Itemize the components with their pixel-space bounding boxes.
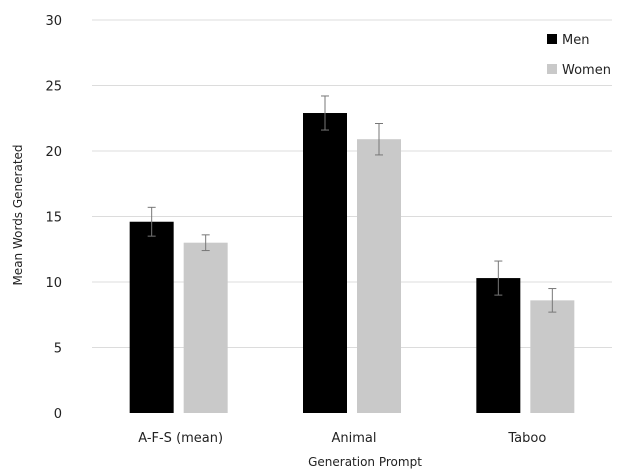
bar-women	[183, 242, 228, 413]
bar-men	[476, 278, 521, 413]
y-axis-ticks: 0 5 10 15 20 25 30	[45, 14, 62, 422]
y-tick-label: 10	[45, 276, 62, 291]
y-tick-label: 5	[54, 342, 62, 357]
legend-swatch-men	[547, 34, 557, 44]
y-axis-label: Mean Words Generated	[11, 144, 25, 285]
x-tick-label: Taboo	[507, 431, 546, 446]
legend: Men Women	[547, 33, 611, 78]
x-axis-ticks: A-F-S (mean) Animal Taboo	[138, 431, 546, 446]
error-bars	[147, 95, 557, 313]
x-tick-label: Animal	[332, 431, 377, 446]
bar-women	[530, 300, 575, 413]
gridlines	[92, 19, 612, 348]
bars	[129, 113, 575, 413]
y-tick-label: 20	[45, 145, 62, 160]
y-tick-label: 15	[45, 211, 62, 226]
bar-men	[303, 113, 347, 413]
y-tick-label: 25	[45, 80, 62, 95]
x-tick-label: A-F-S (mean)	[138, 431, 223, 446]
y-tick-label: 30	[45, 14, 62, 29]
x-axis-label: Generation Prompt	[308, 455, 422, 469]
legend-label: Men	[562, 33, 589, 48]
y-tick-label: 0	[54, 407, 62, 422]
legend-label: Women	[562, 63, 611, 78]
bar-women	[357, 139, 401, 413]
bar-men	[129, 221, 174, 413]
legend-swatch-women	[547, 64, 557, 74]
